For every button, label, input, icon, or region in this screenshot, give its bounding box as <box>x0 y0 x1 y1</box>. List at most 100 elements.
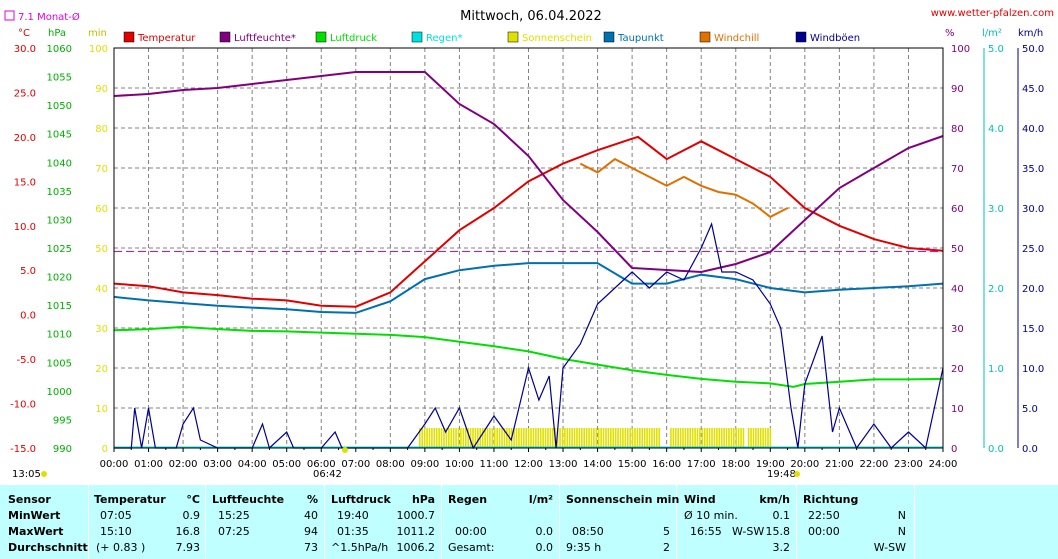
y-tick-rain: 2.0 <box>988 284 1004 295</box>
sun-marker-left: 13:05 <box>12 469 41 480</box>
sunshine-bar <box>639 428 641 448</box>
x-tick-label: 24:00 <box>929 459 958 470</box>
y-tick-temp: -10.0 <box>10 400 36 411</box>
sunshine-bar <box>706 428 708 448</box>
sunshine-bar <box>491 428 494 448</box>
stats-temp-max-time: 15:10 <box>100 525 132 538</box>
sunshine-bar <box>583 428 586 448</box>
stats-wind-max-dir: W-SW <box>732 525 765 538</box>
y-tick-temp: 25.0 <box>14 88 36 99</box>
sunrise-label: 06:42 <box>313 469 342 480</box>
sunrise-icon <box>342 447 348 453</box>
y-tick-sunshine: 100 <box>89 44 108 55</box>
sunshine-bar <box>679 428 682 448</box>
stats-hum-unit: % <box>306 493 318 506</box>
y-tick-humidity: 80 <box>951 124 964 135</box>
sunshine-bar <box>689 428 692 448</box>
legend-label: Regen* <box>426 33 463 44</box>
y-tick-humidity: 30 <box>951 324 964 335</box>
stats-press-header: Luftdruck <box>331 493 391 506</box>
y-tick-temp: 30.0 <box>14 44 36 55</box>
sunshine-bar <box>626 428 629 448</box>
x-tick-label: 05:00 <box>272 459 301 470</box>
sunshine-bar <box>590 428 593 448</box>
y-tick-pressure: 1025 <box>47 244 72 255</box>
stats-temp-avg: 7.93 <box>175 541 201 554</box>
sunshine-bar <box>467 428 469 448</box>
x-tick-label: 00:00 <box>100 459 129 470</box>
y-tick-pressure: 1010 <box>47 330 72 341</box>
stats-press-trend: ^1.5hPa/h <box>331 541 389 554</box>
stats-dir-min: N <box>897 509 906 522</box>
site-link[interactable]: www.wetter-pfalzen.com <box>931 8 1054 19</box>
sunshine-bar <box>725 428 728 448</box>
y-tick-wind: 50.0 <box>1022 44 1044 55</box>
legend-label: Sonnenschein <box>522 33 592 44</box>
stats-dir-avg: W-SW <box>873 541 906 554</box>
sunshine-bar <box>542 428 544 448</box>
chart-axes: 00:00 01:00 02:00 03:00 04:00 05:00 06:00 07:00… <box>10 44 1044 470</box>
stats-sun-max-time: 08:50 <box>572 525 604 538</box>
sunshine-bar <box>607 428 610 448</box>
monthly-avg-icon <box>4 10 15 21</box>
x-tick-label: 19:00 <box>756 459 785 470</box>
sunshine-bar <box>723 428 725 448</box>
sunshine-bar <box>530 428 532 448</box>
sunshine-bar <box>535 428 537 448</box>
y-tick-humidity: 50 <box>951 244 964 255</box>
y-tick-wind: 25.0 <box>1022 244 1044 255</box>
sunshine-bar <box>634 428 636 448</box>
sunshine-bar <box>696 428 699 448</box>
stats-wind-max-time: 16:55 <box>690 525 722 538</box>
x-tick-label: 09:00 <box>410 459 439 470</box>
sunshine-bar <box>445 428 448 448</box>
y-tick-rain: 3.0 <box>988 204 1004 215</box>
sunshine-bar <box>484 428 486 448</box>
stats-rain-max-time: 00:00 <box>455 525 487 538</box>
y-tick-sunshine: 60 <box>95 204 108 215</box>
sunshine-bar <box>561 428 564 448</box>
y-tick-sunshine: 40 <box>95 284 108 295</box>
sunshine-bar <box>547 428 549 448</box>
x-tick-label: 13:00 <box>549 459 578 470</box>
unit-temp: °C <box>18 28 30 39</box>
stats-rain-unit: l/m² <box>528 493 553 506</box>
stats-temp-min: 0.9 <box>182 509 201 522</box>
sunshine-bar <box>522 428 525 448</box>
sunshine-bar <box>600 428 602 448</box>
stats-wind-avg10: 0.1 <box>772 509 791 522</box>
unit-minutes: min <box>88 28 107 39</box>
sunshine-bar <box>559 428 561 448</box>
sunshine-bar <box>433 428 436 448</box>
y-tick-pressure: 995 <box>53 415 72 426</box>
stats-row-min: MinWert <box>8 509 61 522</box>
sunshine-bar <box>503 428 506 448</box>
sunshine-bar <box>518 428 520 448</box>
sunshine-bar <box>549 428 552 448</box>
stats-dir-min-time: 22:50 <box>808 509 840 522</box>
y-tick-wind: 20.0 <box>1022 284 1044 295</box>
y-tick-wind: 0.0 <box>1022 444 1038 455</box>
y-tick-humidity: 90 <box>951 84 964 95</box>
y-tick-wind: 35.0 <box>1022 164 1044 175</box>
x-tick-label: 14:00 <box>583 459 612 470</box>
sunshine-bar <box>755 428 757 448</box>
y-tick-rain: 5.0 <box>988 44 1004 55</box>
sunshine-bar <box>452 428 455 448</box>
sunshine-bar <box>672 428 675 448</box>
y-tick-pressure: 1040 <box>47 158 72 169</box>
sunshine-bar <box>670 428 672 448</box>
sunshine-bar <box>421 428 424 448</box>
y-tick-pressure: 1045 <box>47 130 72 141</box>
sunshine-bar <box>716 428 718 448</box>
x-tick-label: 15:00 <box>618 459 647 470</box>
sunshine-bar <box>520 428 523 448</box>
sunshine-bar <box>498 428 501 448</box>
stats-rain-total: 0.0 <box>535 541 554 554</box>
sunshine-bar <box>460 428 462 448</box>
sunshine-bar <box>443 428 445 448</box>
series-windben <box>114 222 944 450</box>
stats-wind-unit: km/h <box>759 493 790 506</box>
x-tick-label: 20:00 <box>790 459 819 470</box>
stats-dir-max: N <box>897 525 906 538</box>
